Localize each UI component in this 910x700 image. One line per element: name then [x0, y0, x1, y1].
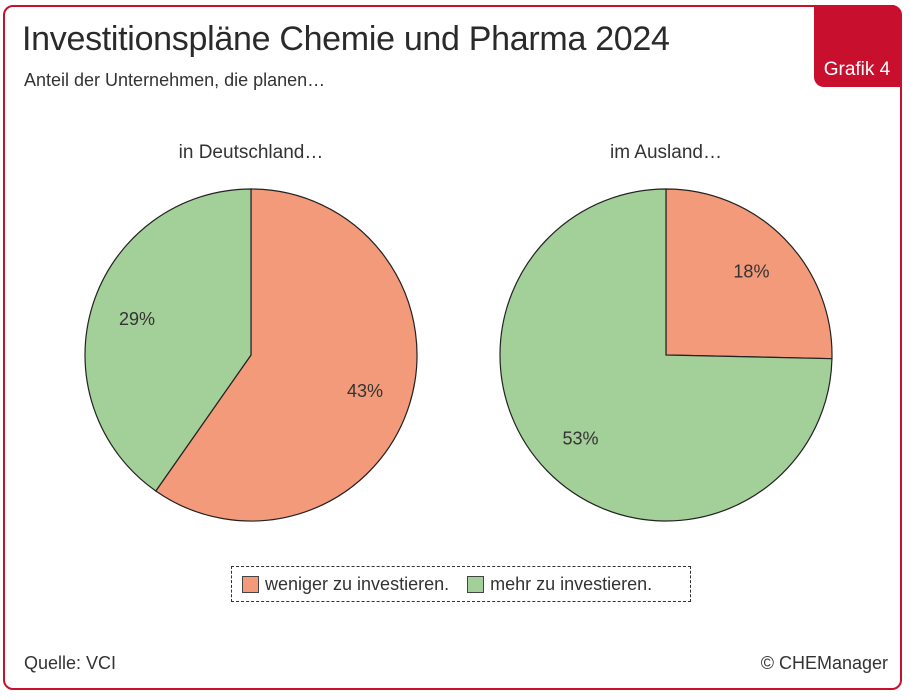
pie-slice-deutschland-mehr [84, 188, 252, 492]
pie-value-label-deutschland-mehr: 29% [119, 309, 155, 329]
legend-swatch-mehr [467, 575, 485, 593]
legend: weniger zu investieren. mehr zu investie… [231, 566, 691, 602]
pie-slice-ausland-weniger [665, 188, 833, 360]
figure-badge-label: Grafik 4 [823, 59, 891, 80]
chart-frame [3, 5, 902, 690]
figure-badge: Grafik 4 [814, 5, 900, 87]
pie-slice-deutschland-weniger [154, 188, 418, 522]
pie-value-label-ausland-weniger: 18% [733, 261, 769, 281]
legend-item-mehr: mehr zu investieren. [467, 574, 652, 595]
chart-subtitle: Anteil der Unternehmen, die planen… [24, 70, 326, 90]
legend-label-weniger: weniger zu investieren. [265, 573, 450, 594]
source-note: Quelle: VCI [24, 653, 117, 673]
pie-value-label-ausland-mehr: 53% [563, 429, 599, 449]
chart-title: Investitionspläne Chemie und Pharma 2024 [22, 20, 670, 58]
legend-item-weniger: weniger zu investieren. [242, 574, 449, 595]
legend-label-mehr: mehr zu investieren. [490, 573, 653, 594]
legend-swatch-weniger [242, 575, 259, 593]
pie-value-label-deutschland-weniger: 43% [347, 381, 383, 401]
pie-title-ausland: im Ausland… [610, 142, 722, 163]
pie-slice-ausland-mehr [499, 188, 833, 522]
copyright-note: © CHEManager [760, 653, 888, 673]
pie-title-deutschland: in Deutschland… [178, 142, 324, 163]
